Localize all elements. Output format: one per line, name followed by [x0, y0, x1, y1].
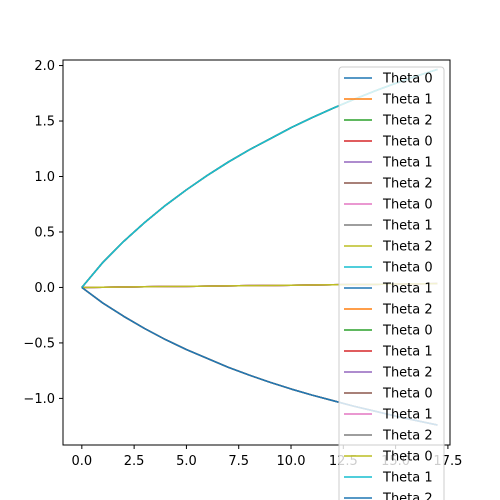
legend-label-15: Theta 0 [382, 387, 433, 402]
legend-label-0: Theta 0 [382, 72, 433, 87]
x-tick-label-3: 7.5 [228, 454, 249, 469]
legend-label-4: Theta 1 [382, 156, 433, 171]
y-tick-label-0: −1.0 [23, 392, 55, 407]
y-tick-label-6: 2.0 [34, 59, 55, 74]
legend-box [338, 66, 445, 500]
legend-label-19: Theta 1 [382, 471, 433, 486]
y-tick-label-4: 1.0 [34, 170, 55, 185]
y-axis-ticks: −1.0 −0.5 0.0 0.5 1.0 1.5 2.0 [23, 59, 63, 407]
legend-label-9: Theta 0 [382, 261, 433, 276]
y-tick-label-1: −0.5 [23, 336, 55, 351]
legend-label-20: Theta 2 [382, 492, 433, 500]
legend-label-18: Theta 0 [382, 450, 433, 465]
legend-label-16: Theta 1 [382, 408, 433, 423]
x-tick-label-0: 0.0 [71, 454, 92, 469]
legend-label-10: Theta 1 [382, 282, 433, 297]
legend-label-5: Theta 2 [382, 177, 433, 192]
y-tick-label-3: 0.5 [34, 225, 55, 240]
legend-label-12: Theta 0 [382, 324, 433, 339]
legend-label-13: Theta 1 [382, 345, 433, 360]
legend-label-2: Theta 2 [382, 114, 433, 129]
x-tick-label-4: 10.0 [277, 454, 306, 469]
legend-label-3: Theta 0 [382, 135, 433, 150]
x-tick-label-1: 2.5 [124, 454, 145, 469]
legend-label-11: Theta 2 [382, 303, 433, 318]
legend-label-17: Theta 2 [382, 429, 433, 444]
legend-label-6: Theta 0 [382, 198, 433, 213]
y-tick-label-2: 0.0 [34, 281, 55, 296]
legend-label-8: Theta 2 [382, 240, 433, 255]
legend: Theta 0 Theta 1 Theta 2 Theta 0 Theta 1 Theta… [338, 66, 445, 500]
x-tick-label-2: 5.0 [176, 454, 197, 469]
axes-frame [62, 59, 451, 446]
y-tick-label-5: 1.5 [34, 115, 55, 130]
legend-label-7: Theta 1 [382, 219, 433, 234]
legend-label-1: Theta 1 [382, 93, 433, 108]
legend-label-14: Theta 2 [382, 366, 433, 381]
